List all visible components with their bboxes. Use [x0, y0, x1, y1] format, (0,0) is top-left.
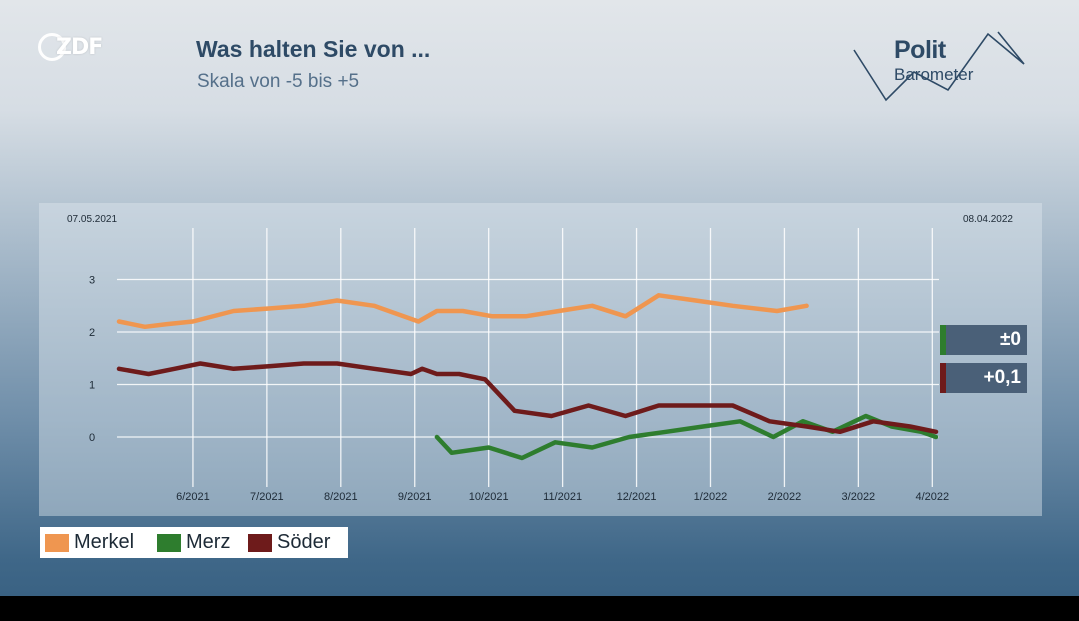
x-tick-label: 10/2021	[469, 491, 509, 503]
legend-swatch-soeder	[248, 534, 272, 552]
start-date-label: 07.05.2021	[67, 214, 117, 225]
y-tick-label: 2	[89, 327, 95, 339]
soeder-change-value: +0,1	[983, 367, 1021, 388]
chart-legend: Merkel Merz Söder	[40, 527, 348, 558]
merkel-line	[116, 293, 809, 330]
tv-screen: ZDF Was halten Sie von ... Skala von -5 …	[0, 0, 1079, 596]
x-tick-label: 4/2022	[915, 491, 949, 503]
x-tick-label: 7/2021	[250, 491, 284, 503]
zdf-logo-text: ZDF	[56, 35, 103, 60]
x-tick-label: 9/2021	[398, 491, 432, 503]
merz-change-stripe	[940, 325, 946, 355]
chart-subtitle: Skala von -5 bis +5	[197, 71, 360, 92]
soeder-line	[116, 361, 939, 435]
brand-barometer: Barometer	[894, 65, 974, 84]
chart-panel	[39, 203, 1042, 516]
chart-title: Was halten Sie von ...	[196, 36, 431, 62]
y-tick-label: 3	[89, 275, 95, 287]
soeder-change-stripe	[940, 363, 946, 393]
legend-swatch-merz	[157, 534, 181, 552]
zdf-ring-icon	[38, 33, 66, 61]
y-tick-label: 0	[89, 432, 95, 444]
legend-label-merz: Merz	[186, 531, 231, 553]
merz-change-value: ±0	[1000, 329, 1021, 350]
legend-label-soeder: Söder	[277, 531, 331, 553]
barometer-zigzag-icon	[853, 31, 1025, 102]
brand-polit: Polit	[894, 36, 946, 64]
x-tick-label: 3/2022	[842, 491, 876, 503]
line-chart: 6/2021 7/2021 8/2021 9/2021 10/2021 11/2021 12…	[67, 214, 1013, 503]
x-tick-label: 8/2021	[324, 491, 358, 503]
legend-label-merkel: Merkel	[74, 531, 135, 553]
y-tick-label: 1	[89, 380, 95, 392]
x-tick-label: 1/2022	[694, 491, 728, 503]
x-tick-label: 6/2021	[176, 491, 210, 503]
end-date-label: 08.04.2022	[963, 214, 1013, 225]
letterbox-bar	[0, 596, 1079, 621]
merz-change-badge: ±0	[940, 325, 1027, 355]
x-tick-label: 2/2022	[768, 491, 802, 503]
politbarometer-logo: Polit Barometer	[852, 28, 1027, 103]
soeder-change-badge: +0,1	[940, 363, 1027, 393]
x-tick-label: 11/2021	[543, 491, 582, 503]
legend-swatch-merkel	[45, 534, 69, 552]
x-tick-label: 12/2021	[617, 491, 657, 503]
